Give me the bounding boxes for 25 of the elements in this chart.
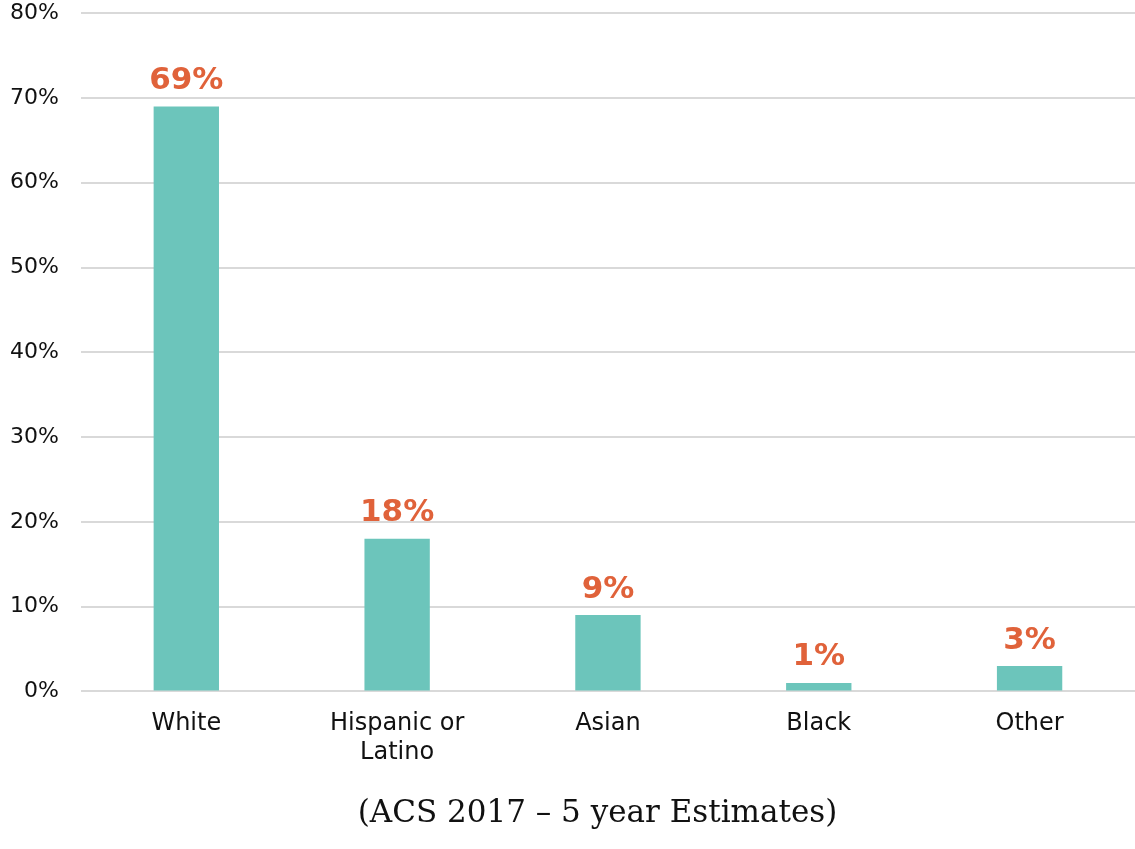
bar [996,665,1063,691]
data-label: 9% [581,568,635,605]
x-tick-label: Black [786,708,852,737]
y-tick-label: 50% [9,253,59,279]
y-tick-label: 70% [9,83,59,109]
y-tick-label: 30% [9,422,59,448]
x-tick-label: Hispanic or Latino [329,708,465,765]
bar [153,106,219,691]
data-label: 1% [792,636,846,673]
bar [575,615,641,691]
y-tick-label: 80% [9,0,59,24]
y-tick-label: 60% [9,168,59,194]
y-tick-label: 0% [23,677,59,703]
y-tick-label: 20% [9,507,59,533]
bar [364,538,430,691]
x-tick-label: White [151,708,222,737]
data-label: 3% [1003,619,1056,656]
y-tick-label: 10% [9,592,59,618]
bar [786,682,852,691]
x-tick-label: Asian [575,708,641,737]
x-tick-label: Other [995,708,1064,737]
text: (ACS 2017 – 5 year Estimates) [356,793,839,829]
data-label: 69% [149,60,224,96]
y-tick-label: 40% [9,338,59,364]
data-label: 18% [360,492,435,529]
